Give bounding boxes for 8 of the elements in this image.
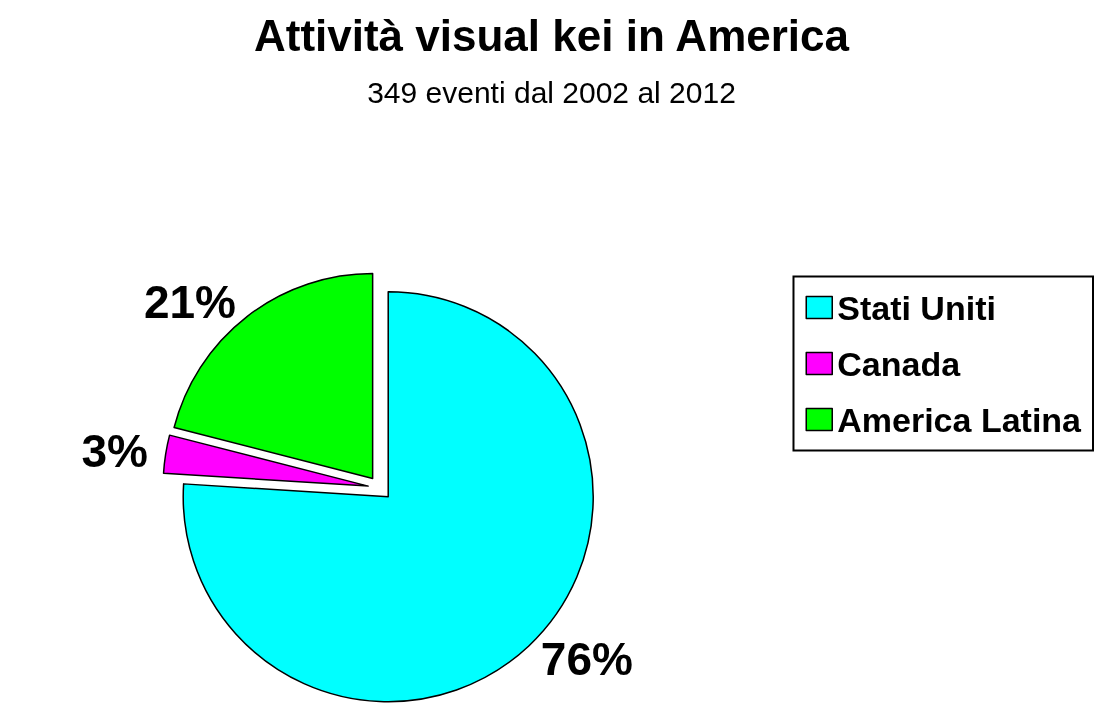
legend-label: America Latina <box>837 400 1083 439</box>
legend-label: Canada <box>837 344 962 383</box>
data-label: 3% <box>81 425 148 478</box>
data-label: 21% <box>143 276 236 329</box>
data-label: 76% <box>540 633 633 686</box>
chart-title: Attività visual kei in America <box>253 10 850 60</box>
legend-label: Stati Uniti <box>837 288 996 327</box>
chart-subtitle: 349 eventi dal 2002 al 2012 <box>367 75 736 109</box>
